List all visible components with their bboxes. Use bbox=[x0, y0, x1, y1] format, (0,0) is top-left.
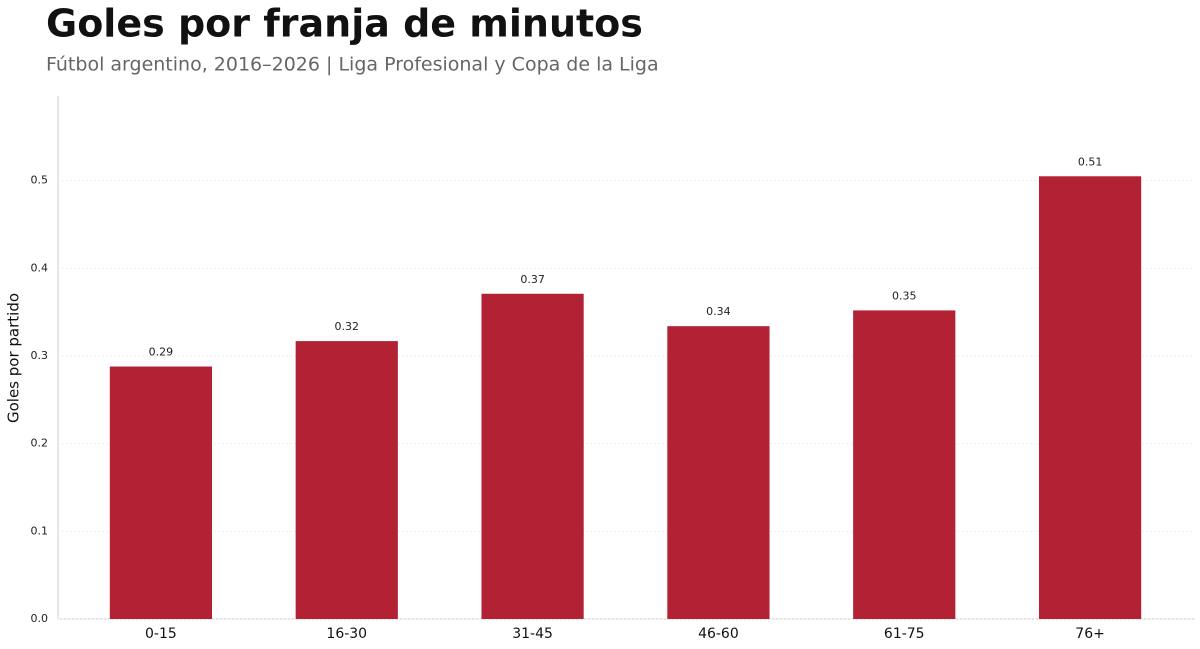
bar bbox=[481, 293, 584, 619]
y-axis-label: Goles por partido bbox=[5, 293, 23, 423]
bar bbox=[295, 341, 398, 619]
value-label: 0.34 bbox=[706, 305, 731, 318]
x-tick-label: 31-45 bbox=[512, 626, 553, 642]
bar bbox=[667, 326, 770, 619]
bar bbox=[853, 310, 956, 619]
chart-title: Goles por franja de minutos bbox=[46, 2, 643, 46]
bar bbox=[1038, 176, 1142, 620]
x-tick-label: 0-15 bbox=[145, 626, 177, 642]
x-tick-label: 16-30 bbox=[326, 626, 367, 642]
value-label: 0.35 bbox=[892, 289, 917, 302]
bar bbox=[109, 366, 213, 619]
x-tick-label: 61-75 bbox=[884, 626, 925, 642]
y-tick-label: 0.4 bbox=[31, 261, 49, 274]
x-tick-label: 46-60 bbox=[698, 626, 739, 642]
y-tick-label: 0.1 bbox=[31, 524, 49, 537]
y-tick-label: 0.2 bbox=[31, 437, 49, 450]
value-label: 0.32 bbox=[335, 320, 360, 333]
x-tick-label: 76+ bbox=[1075, 626, 1105, 642]
value-label: 0.37 bbox=[520, 273, 545, 286]
chart-subtitle: Fútbol argentino, 2016–2026 | Liga Profe… bbox=[46, 54, 659, 76]
value-label: 0.29 bbox=[149, 346, 174, 359]
y-tick-label: 0.5 bbox=[31, 174, 49, 187]
y-tick-label: 0.0 bbox=[31, 612, 49, 625]
value-label: 0.51 bbox=[1078, 155, 1103, 168]
y-tick-label: 0.3 bbox=[31, 349, 49, 362]
